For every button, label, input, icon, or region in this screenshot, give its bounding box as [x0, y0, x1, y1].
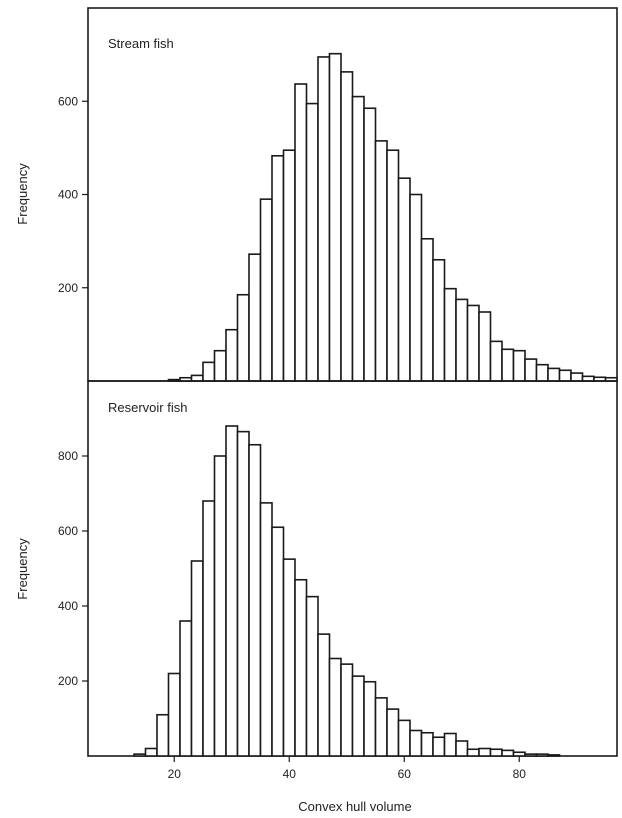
reservoir-fish-x-tick-label: 40 — [283, 767, 297, 781]
reservoir-fish-bar — [271, 526, 285, 757]
stream-fish-y-tick-label: 200 — [58, 281, 78, 295]
reservoir-fish-bar — [305, 595, 319, 757]
stream-fish-bar — [202, 361, 216, 382]
reservoir-fish-bar — [535, 753, 549, 757]
stream-fish-bar — [236, 293, 250, 382]
reservoir-fish-bar — [133, 753, 147, 757]
reservoir-fish-bar — [386, 708, 400, 757]
reservoir-fish-bar — [478, 747, 492, 757]
stream-fish-bar — [305, 102, 319, 382]
reservoir-fish-bar — [432, 736, 446, 757]
stream-fish-bar — [558, 369, 572, 382]
stream-fish-bar — [328, 52, 342, 382]
reservoir-fish-bar — [156, 713, 170, 757]
reservoir-fish-bar — [259, 502, 273, 757]
stream-fish-bar — [271, 155, 285, 382]
reservoir-fish-panel: Reservoir fish Frequency 200 400 600 800 20… — [15, 380, 618, 781]
reservoir-fish-x-tick-label: 60 — [398, 767, 412, 781]
stream-fish-panel-title: Stream fish — [108, 36, 174, 51]
stream-fish-bar — [466, 304, 480, 382]
stream-fish-bar — [512, 349, 526, 382]
reservoir-fish-bar — [248, 443, 262, 757]
stream-fish-bars — [167, 52, 618, 382]
reservoir-fish-bar — [236, 430, 250, 757]
reservoir-fish-bar — [179, 620, 193, 757]
stream-fish-bar — [524, 358, 538, 382]
reservoir-fish-bar — [489, 748, 503, 757]
reservoir-fish-bar — [202, 500, 216, 757]
stream-fish-y-tick-label: 600 — [58, 94, 78, 108]
stream-fish-y-ticks: 200 400 600 — [58, 94, 88, 295]
stream-fish-bar — [489, 340, 503, 382]
reservoir-fish-bar — [466, 748, 480, 757]
stream-fish-bar — [455, 298, 469, 382]
reservoir-fish-y-tick-label: 400 — [58, 599, 78, 613]
reservoir-fish-x-ticks: 20 40 60 80 — [168, 756, 527, 781]
reservoir-fish-panel-title: Reservoir fish — [108, 400, 187, 415]
reservoir-fish-bar — [317, 633, 331, 757]
stream-fish-y-axis-title: Frequency — [15, 163, 30, 225]
reservoir-fish-bar — [190, 560, 204, 757]
reservoir-fish-bar — [294, 578, 308, 757]
reservoir-fish-y-tick-label: 600 — [58, 524, 78, 538]
stream-fish-y-tick-label: 400 — [58, 188, 78, 202]
stream-fish-bar — [190, 374, 204, 382]
reservoir-fish-bar — [225, 425, 239, 757]
stream-fish-bar — [409, 193, 423, 382]
stream-fish-bar — [225, 328, 239, 382]
reservoir-fish-y-ticks: 200 400 600 800 — [58, 449, 88, 688]
reservoir-fish-bar — [340, 663, 354, 757]
x-axis-title: Convex hull volume — [298, 799, 411, 814]
stream-fish-bar — [420, 237, 434, 382]
reservoir-fish-bar — [397, 719, 411, 757]
stream-fish-bar — [317, 56, 331, 382]
reservoir-fish-bar — [282, 558, 296, 757]
reservoir-fish-y-tick-label: 800 — [58, 449, 78, 463]
reservoir-fish-x-tick-label: 80 — [513, 767, 527, 781]
stream-fish-panel: Stream fish Frequency 200 400 600 — [15, 7, 618, 382]
reservoir-fish-bar — [512, 751, 526, 757]
reservoir-fish-bar — [167, 672, 181, 757]
reservoir-fish-bars — [133, 425, 561, 757]
stream-fish-bar — [443, 287, 457, 382]
stream-fish-bar — [213, 349, 227, 382]
stream-fish-bar — [501, 348, 515, 382]
reservoir-fish-bar — [524, 753, 538, 757]
reservoir-fish-bar — [374, 697, 388, 757]
stream-fish-bar — [259, 198, 273, 382]
stream-fish-bar — [386, 149, 400, 382]
reservoir-fish-bar — [501, 749, 515, 757]
stream-fish-bar — [570, 372, 584, 382]
reservoir-fish-bar — [409, 729, 423, 757]
stream-fish-bar — [374, 140, 388, 382]
stream-fish-bar — [547, 367, 561, 382]
stream-fish-bar — [294, 83, 308, 382]
stream-fish-bar — [340, 71, 354, 382]
reservoir-fish-bar — [455, 740, 469, 757]
reservoir-fish-bar — [443, 732, 457, 757]
stream-fish-bar — [351, 95, 365, 382]
reservoir-fish-y-axis-title: Frequency — [15, 538, 30, 600]
reservoir-fish-y-tick-label: 200 — [58, 674, 78, 688]
stream-fish-bar — [478, 311, 492, 382]
reservoir-fish-x-tick-label: 20 — [168, 767, 182, 781]
reservoir-fish-bar — [351, 675, 365, 757]
reservoir-fish-bar — [363, 680, 377, 757]
stream-fish-bar — [363, 107, 377, 382]
reservoir-fish-bar — [144, 747, 158, 757]
stream-fish-bar — [535, 363, 549, 382]
stream-fish-bar — [282, 149, 296, 382]
stream-fish-bar — [248, 253, 262, 382]
reservoir-fish-bar — [420, 731, 434, 757]
reservoir-fish-bar — [213, 455, 227, 757]
stream-fish-bar — [397, 177, 411, 382]
reservoir-fish-bar — [328, 657, 342, 757]
stream-fish-bar — [432, 258, 446, 382]
reservoir-fish-bar — [547, 754, 561, 757]
